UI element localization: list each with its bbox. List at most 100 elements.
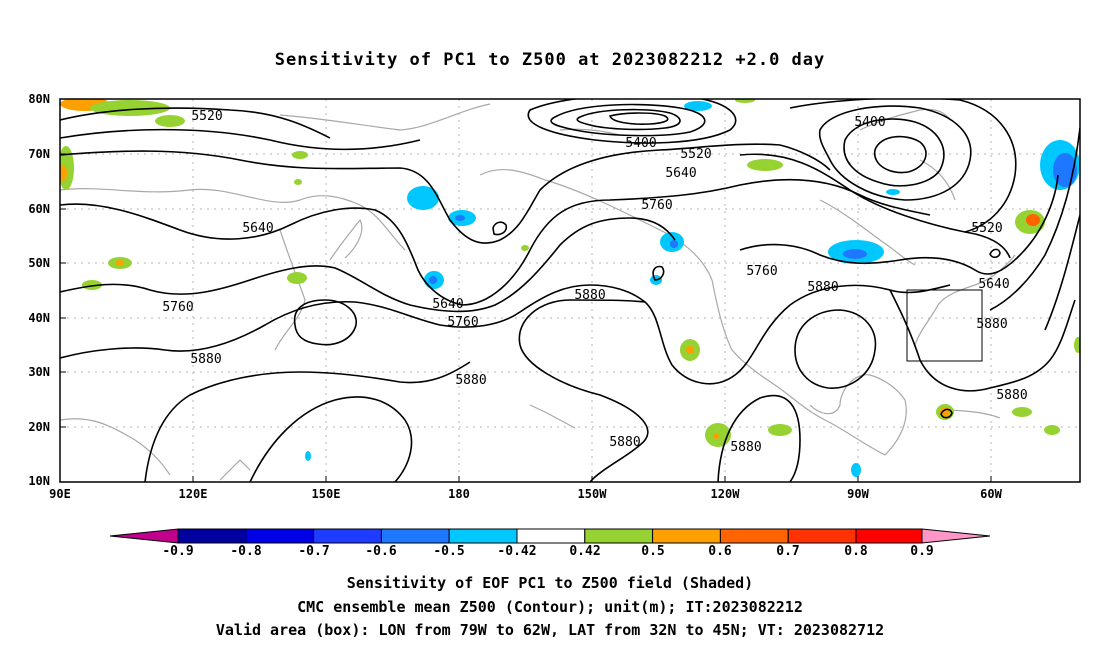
contour-label: 5640 bbox=[978, 277, 1009, 292]
lon-label: 90E bbox=[49, 487, 71, 501]
footer-line-3: Valid area (box): LON from 79W to 62W, L… bbox=[215, 621, 885, 639]
patch-blue-6 bbox=[684, 101, 712, 111]
colorbar-cell bbox=[313, 528, 382, 544]
patch-orange-8 bbox=[713, 433, 719, 439]
lon-label: 120W bbox=[710, 487, 740, 501]
contour-label: 5760 bbox=[162, 300, 193, 315]
patch-green-w3 bbox=[82, 280, 102, 290]
contour-label: 5880 bbox=[730, 440, 761, 455]
colorbar-cell bbox=[448, 528, 518, 544]
patch-green-17 bbox=[1074, 337, 1080, 353]
contour-label: 5640 bbox=[242, 221, 273, 236]
lon-label: 150E bbox=[311, 487, 341, 501]
colorbar-label: -0.8 bbox=[230, 544, 262, 559]
contour-label: 5400 bbox=[625, 136, 656, 151]
footer-line-1: Sensitivity of EOF PC1 to Z500 field (Sh… bbox=[346, 574, 754, 592]
colorbar-label: -0.9 bbox=[162, 544, 194, 559]
patch-blue-20 bbox=[886, 189, 900, 195]
footer-line-2: CMC ensemble mean Z500 (Contour); unit(m… bbox=[297, 598, 803, 616]
patch-green-16 bbox=[1044, 425, 1060, 435]
contour-label: 5520 bbox=[680, 147, 711, 162]
patch-orange-w bbox=[60, 165, 67, 181]
lat-label: 20N bbox=[28, 420, 50, 434]
lon-label: 180 bbox=[448, 487, 470, 501]
patch-green-w5 bbox=[292, 151, 308, 159]
patch-blue-19 bbox=[305, 451, 311, 461]
contour-label: 5760 bbox=[746, 264, 777, 279]
contour-label: 5640 bbox=[432, 297, 463, 312]
patch-blue-18 bbox=[851, 463, 861, 477]
colorbar-label: 0.6 bbox=[708, 544, 732, 559]
colorbar-label: 0.9 bbox=[910, 544, 934, 559]
colorbar-label: 0.7 bbox=[776, 544, 800, 559]
colorbar-label: 0.8 bbox=[844, 544, 868, 559]
lat-label: 40N bbox=[28, 311, 50, 325]
colorbar-cell bbox=[652, 528, 721, 544]
contour-label: 5400 bbox=[854, 115, 885, 130]
map-title: Sensitivity of PC1 to Z500 at 2023082212… bbox=[274, 50, 826, 70]
contour-label: 5880 bbox=[609, 435, 640, 450]
contour-label: 5520 bbox=[191, 109, 222, 124]
contour-label: 5880 bbox=[996, 388, 1027, 403]
patch-blue-11b bbox=[843, 249, 867, 259]
colorbar-label: 0.42 bbox=[569, 544, 601, 559]
contour-label: 5760 bbox=[641, 198, 672, 213]
contour-label: 5880 bbox=[807, 280, 838, 295]
patch-green-9 bbox=[768, 424, 792, 436]
colorbar-cell bbox=[855, 528, 923, 544]
contour-labels: 5520 5400 5520 5400 5640 5640 5760 5520 … bbox=[162, 109, 1027, 455]
patch-orange-w2 bbox=[116, 260, 124, 266]
colorbar-cell bbox=[380, 528, 450, 544]
lon-label: 150W bbox=[577, 487, 607, 501]
colorbar-label: 0.5 bbox=[641, 544, 665, 559]
colorbar-label: -0.42 bbox=[497, 544, 537, 559]
colorbar-cell bbox=[516, 528, 586, 544]
lat-label: 50N bbox=[28, 256, 50, 270]
contour-label: 5880 bbox=[190, 352, 221, 367]
patch-green-4 bbox=[521, 245, 529, 251]
patch-blue-3b bbox=[429, 276, 437, 284]
colorbar-cell bbox=[584, 528, 654, 544]
contour-label: 5520 bbox=[971, 221, 1002, 236]
colorbar-label: -0.6 bbox=[365, 544, 397, 559]
contour-label: 5880 bbox=[455, 373, 486, 388]
patch-green-15 bbox=[1012, 407, 1032, 417]
lat-label: 30N bbox=[28, 365, 50, 379]
patch-green-w4 bbox=[287, 272, 307, 284]
patch-green-nw2 bbox=[155, 115, 185, 127]
patch-blue-4b bbox=[670, 240, 678, 248]
patch-green-6 bbox=[735, 99, 755, 103]
contour-label: 5760 bbox=[447, 315, 478, 330]
patch-orange-7 bbox=[686, 346, 694, 354]
contour-label: 5880 bbox=[976, 317, 1007, 332]
patch-blue-2b bbox=[455, 215, 465, 221]
map-frame bbox=[59, 98, 1081, 483]
lat-label: 60N bbox=[28, 202, 50, 216]
patch-orange-13 bbox=[1026, 214, 1040, 226]
lon-label: 90W bbox=[847, 487, 869, 501]
z500-contours bbox=[60, 99, 1080, 482]
colorbar-cell bbox=[787, 528, 857, 544]
lon-label: 120E bbox=[178, 487, 208, 501]
contour-label: 5640 bbox=[665, 166, 696, 181]
lat-label: 70N bbox=[28, 147, 50, 161]
patch-blue-1 bbox=[407, 186, 439, 210]
lat-label: 80N bbox=[28, 92, 50, 106]
valid-area-box bbox=[906, 289, 983, 362]
colorbar-cell bbox=[109, 528, 179, 544]
patch-green-w6 bbox=[294, 179, 302, 185]
graticule bbox=[60, 99, 1080, 482]
patch-green-10 bbox=[747, 159, 783, 171]
axis-ticks bbox=[59, 98, 992, 483]
lon-label: 60W bbox=[980, 487, 1002, 501]
lat-label: 10N bbox=[28, 474, 50, 488]
colorbar bbox=[109, 528, 991, 544]
colorbar-label: -0.7 bbox=[298, 544, 330, 559]
colorbar-cell bbox=[719, 528, 789, 544]
colorbar-label: -0.5 bbox=[433, 544, 465, 559]
colorbar-cell bbox=[245, 528, 315, 544]
colorbar-cell bbox=[177, 528, 247, 544]
sensitivity-shading bbox=[60, 99, 1080, 477]
contour-label: 5880 bbox=[574, 288, 605, 303]
